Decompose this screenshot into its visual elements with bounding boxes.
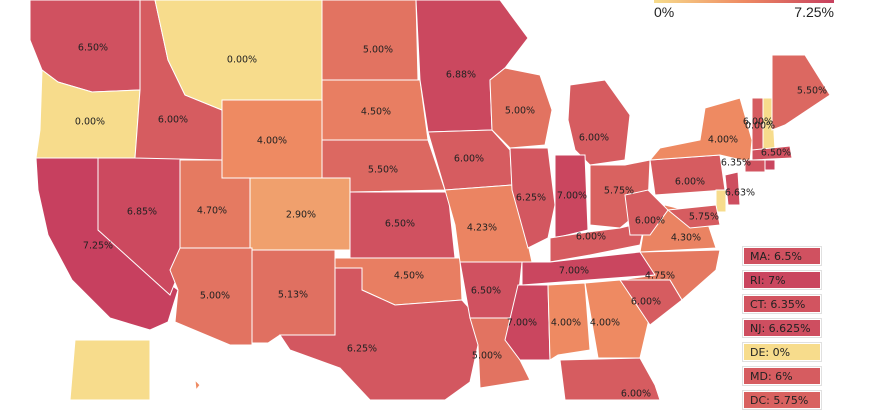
callout-ma[interactable]: MA: 6.5%: [742, 246, 822, 266]
state-label-mt: 0.00%: [227, 55, 257, 66]
state-in[interactable]: [554, 154, 589, 239]
state-label-ga: 4.00%: [590, 318, 620, 329]
state-label-al: 4.00%: [551, 318, 581, 329]
callout-de[interactable]: DE: 0%: [742, 342, 822, 362]
state-label-tn: 7.00%: [559, 266, 589, 277]
state-label-sc: 6.00%: [631, 297, 661, 308]
state-label-ct: 6.35%: [721, 158, 751, 169]
state-ny[interactable]: [648, 97, 753, 163]
state-label-md: 5.75%: [689, 212, 719, 223]
state-label-ms: 7.00%: [507, 318, 537, 329]
state-label-pa: 6.00%: [675, 177, 705, 188]
us-sales-tax-map: 6.50%0.00%7.25%6.85%6.00%0.00%4.00%4.70%…: [29, 0, 831, 400]
state-label-vt: 6.00%: [743, 117, 773, 128]
state-tx[interactable]: [279, 267, 479, 400]
state-wv[interactable]: [624, 189, 669, 236]
state-pa[interactable]: [649, 154, 726, 196]
state-label-ca: 7.25%: [83, 241, 113, 252]
state-label-nv: 6.85%: [127, 207, 157, 218]
callout-md[interactable]: MD: 6%: [742, 366, 822, 386]
callout-dc[interactable]: DC: 5.75%: [742, 390, 822, 410]
state-label-mi: 6.00%: [579, 133, 609, 144]
state-label-ma: 6.50%: [761, 148, 791, 159]
state-ms[interactable]: [504, 284, 551, 361]
state-label-fl: 6.00%: [621, 389, 651, 400]
state-md[interactable]: [666, 204, 721, 229]
state-label-mo: 4.23%: [467, 223, 497, 234]
state-label-va: 4.30%: [671, 233, 701, 244]
color-scale-legend: 0% 7.25%: [630, 0, 860, 22]
legend-min-label: 0%: [654, 4, 675, 20]
state-label-wa: 6.50%: [78, 43, 108, 54]
state-label-ia: 6.00%: [454, 154, 484, 165]
state-fl[interactable]: [559, 357, 661, 400]
color-scale-bar: [654, 0, 834, 3]
state-label-az: 5.00%: [200, 291, 230, 302]
state-label-la: 5.00%: [472, 351, 502, 362]
state-label-id: 6.00%: [158, 115, 188, 126]
state-nc[interactable]: [619, 249, 721, 301]
legend-max-label: 7.25%: [794, 4, 834, 20]
states-layer: [29, 0, 831, 400]
state-label-nj: 6.63%: [725, 188, 755, 199]
state-ak[interactable]: [69, 339, 151, 400]
small-state-callouts: MA: 6.5% RI: 7% CT: 6.35% NJ: 6.625% DE:…: [742, 246, 822, 415]
state-label-ks: 6.50%: [385, 219, 415, 230]
state-label-ky: 6.00%: [576, 232, 606, 243]
callout-ri[interactable]: RI: 7%: [742, 270, 822, 290]
state-al[interactable]: [547, 282, 591, 361]
state-label-or: 0.00%: [75, 117, 105, 128]
state-label-nc: 4.75%: [645, 271, 675, 282]
state-label-tx: 6.25%: [347, 344, 377, 355]
state-label-me: 5.50%: [797, 86, 827, 97]
state-label-sd: 4.50%: [361, 107, 391, 118]
callout-ct[interactable]: CT: 6.35%: [742, 294, 822, 314]
state-label-ar: 6.50%: [471, 286, 501, 297]
state-label-nh: 0.00%: [745, 121, 775, 132]
state-nd[interactable]: [321, 0, 419, 81]
state-label-in: 7.00%: [557, 191, 587, 202]
state-label-ne: 5.50%: [368, 165, 398, 176]
state-nj[interactable]: [724, 171, 741, 206]
state-label-ut: 4.70%: [197, 206, 227, 217]
state-label-oh: 5.75%: [604, 186, 634, 197]
state-label-co: 2.90%: [286, 210, 316, 221]
state-ri[interactable]: [764, 159, 776, 171]
state-ma[interactable]: [751, 145, 793, 161]
state-labels-layer: 6.50%0.00%7.25%6.85%6.00%0.00%4.00%4.70%…: [75, 43, 827, 400]
state-label-il: 6.25%: [516, 193, 546, 204]
state-hi[interactable]: [194, 378, 201, 392]
callout-nj[interactable]: NJ: 6.625%: [742, 318, 822, 338]
state-mi[interactable]: [567, 79, 631, 166]
state-label-wv: 6.00%: [635, 216, 665, 227]
state-label-ok: 4.50%: [394, 271, 424, 282]
state-label-ny: 4.00%: [708, 135, 738, 146]
state-label-wy: 4.00%: [257, 136, 287, 147]
state-label-nm: 5.13%: [278, 290, 308, 301]
state-label-wi: 5.00%: [505, 106, 535, 117]
state-wi[interactable]: [489, 67, 553, 149]
state-il[interactable]: [509, 147, 556, 249]
state-me[interactable]: [771, 54, 831, 131]
state-label-nd: 5.00%: [363, 45, 393, 56]
state-label-mn: 6.88%: [446, 70, 476, 81]
state-ct[interactable]: [744, 159, 766, 173]
